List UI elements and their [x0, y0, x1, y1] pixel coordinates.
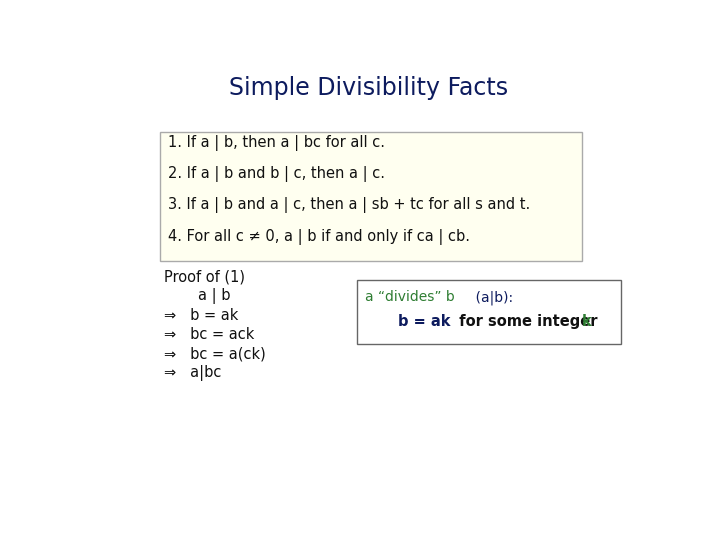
- Text: for some integer: for some integer: [449, 314, 603, 329]
- Text: ⇒   bc = ack: ⇒ bc = ack: [163, 327, 254, 342]
- Text: 1. If a | b, then a | bc for all c.: 1. If a | b, then a | bc for all c.: [168, 136, 384, 151]
- FancyBboxPatch shape: [357, 280, 621, 343]
- Text: Simple Divisibility Facts: Simple Divisibility Facts: [230, 76, 508, 100]
- Text: Proof of (1): Proof of (1): [163, 269, 245, 284]
- Text: 4. For all c ≠ 0, a | b if and only if ca | cb.: 4. For all c ≠ 0, a | b if and only if c…: [168, 230, 469, 245]
- FancyBboxPatch shape: [160, 132, 582, 261]
- Text: ⇒   a|bc: ⇒ a|bc: [163, 365, 221, 381]
- Text: 3. If a | b and a | c, then a | sb + tc for all s and t.: 3. If a | b and a | c, then a | sb + tc …: [168, 197, 530, 213]
- Text: a | b: a | b: [199, 288, 231, 304]
- Text: (a|b):: (a|b):: [458, 290, 513, 305]
- Text: k: k: [582, 314, 592, 329]
- Text: a “divides” b: a “divides” b: [365, 291, 455, 305]
- Text: b = ak: b = ak: [397, 314, 450, 329]
- Text: ⇒   bc = a(ck): ⇒ bc = a(ck): [163, 346, 266, 361]
- Text: 2. If a | b and b | c, then a | c.: 2. If a | b and b | c, then a | c.: [168, 166, 384, 182]
- Text: ⇒   b = ak: ⇒ b = ak: [163, 308, 238, 322]
